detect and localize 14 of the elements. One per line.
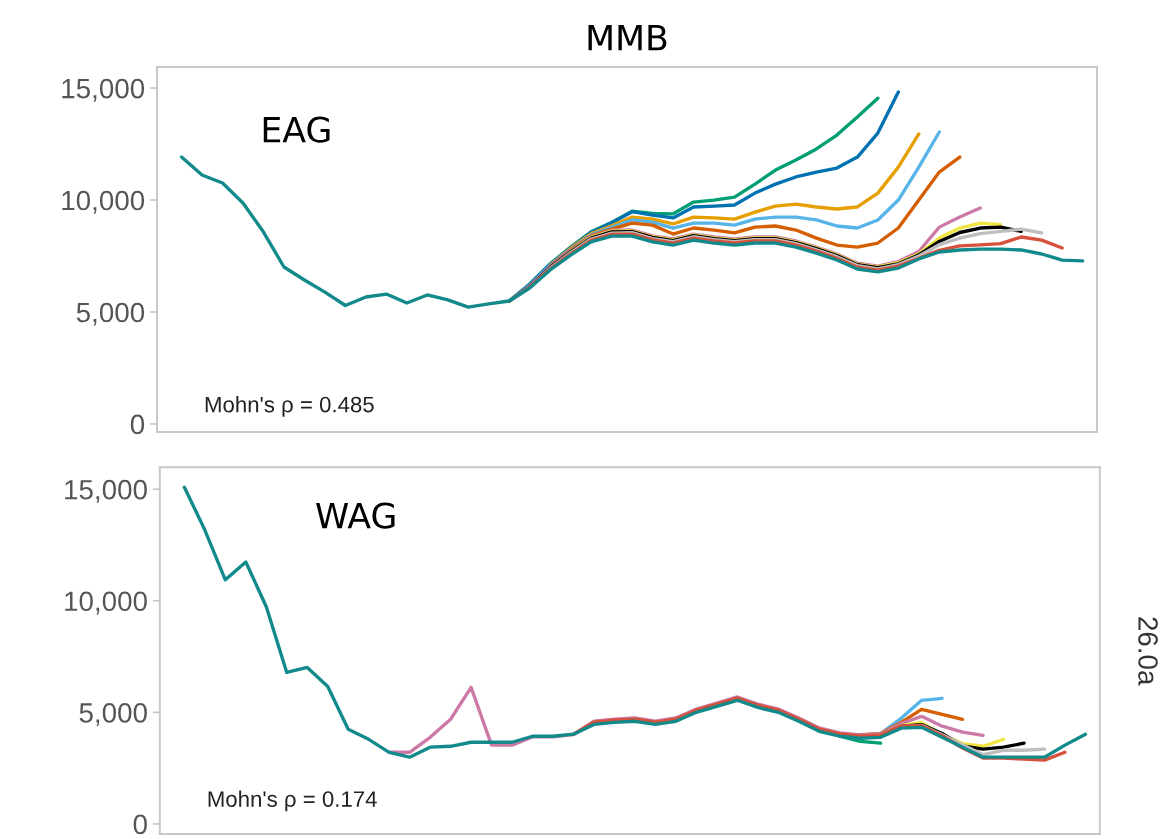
annotation: Mohn's ρ = 0.174 bbox=[208, 790, 377, 812]
y-tick-label: 5,000 bbox=[79, 703, 147, 726]
annotation: Mohn's ρ = 0.485 bbox=[205, 396, 374, 417]
annotation: EAG bbox=[263, 116, 330, 143]
y-tick-label: 10,000 bbox=[65, 591, 147, 615]
y-tick-label: 15,000 bbox=[65, 479, 147, 503]
text: 26.0a bbox=[1138, 617, 1158, 686]
y-tick-label: 10,000 bbox=[62, 190, 145, 214]
y-tick-label: 15,000 bbox=[62, 78, 145, 102]
y-tick-label: 0 bbox=[130, 414, 145, 435]
annotation: WAG bbox=[316, 502, 395, 529]
y-tick-label: 0 bbox=[133, 814, 147, 835]
y-tick-label: 5,000 bbox=[76, 302, 145, 326]
chart-title: MMB bbox=[588, 25, 667, 51]
